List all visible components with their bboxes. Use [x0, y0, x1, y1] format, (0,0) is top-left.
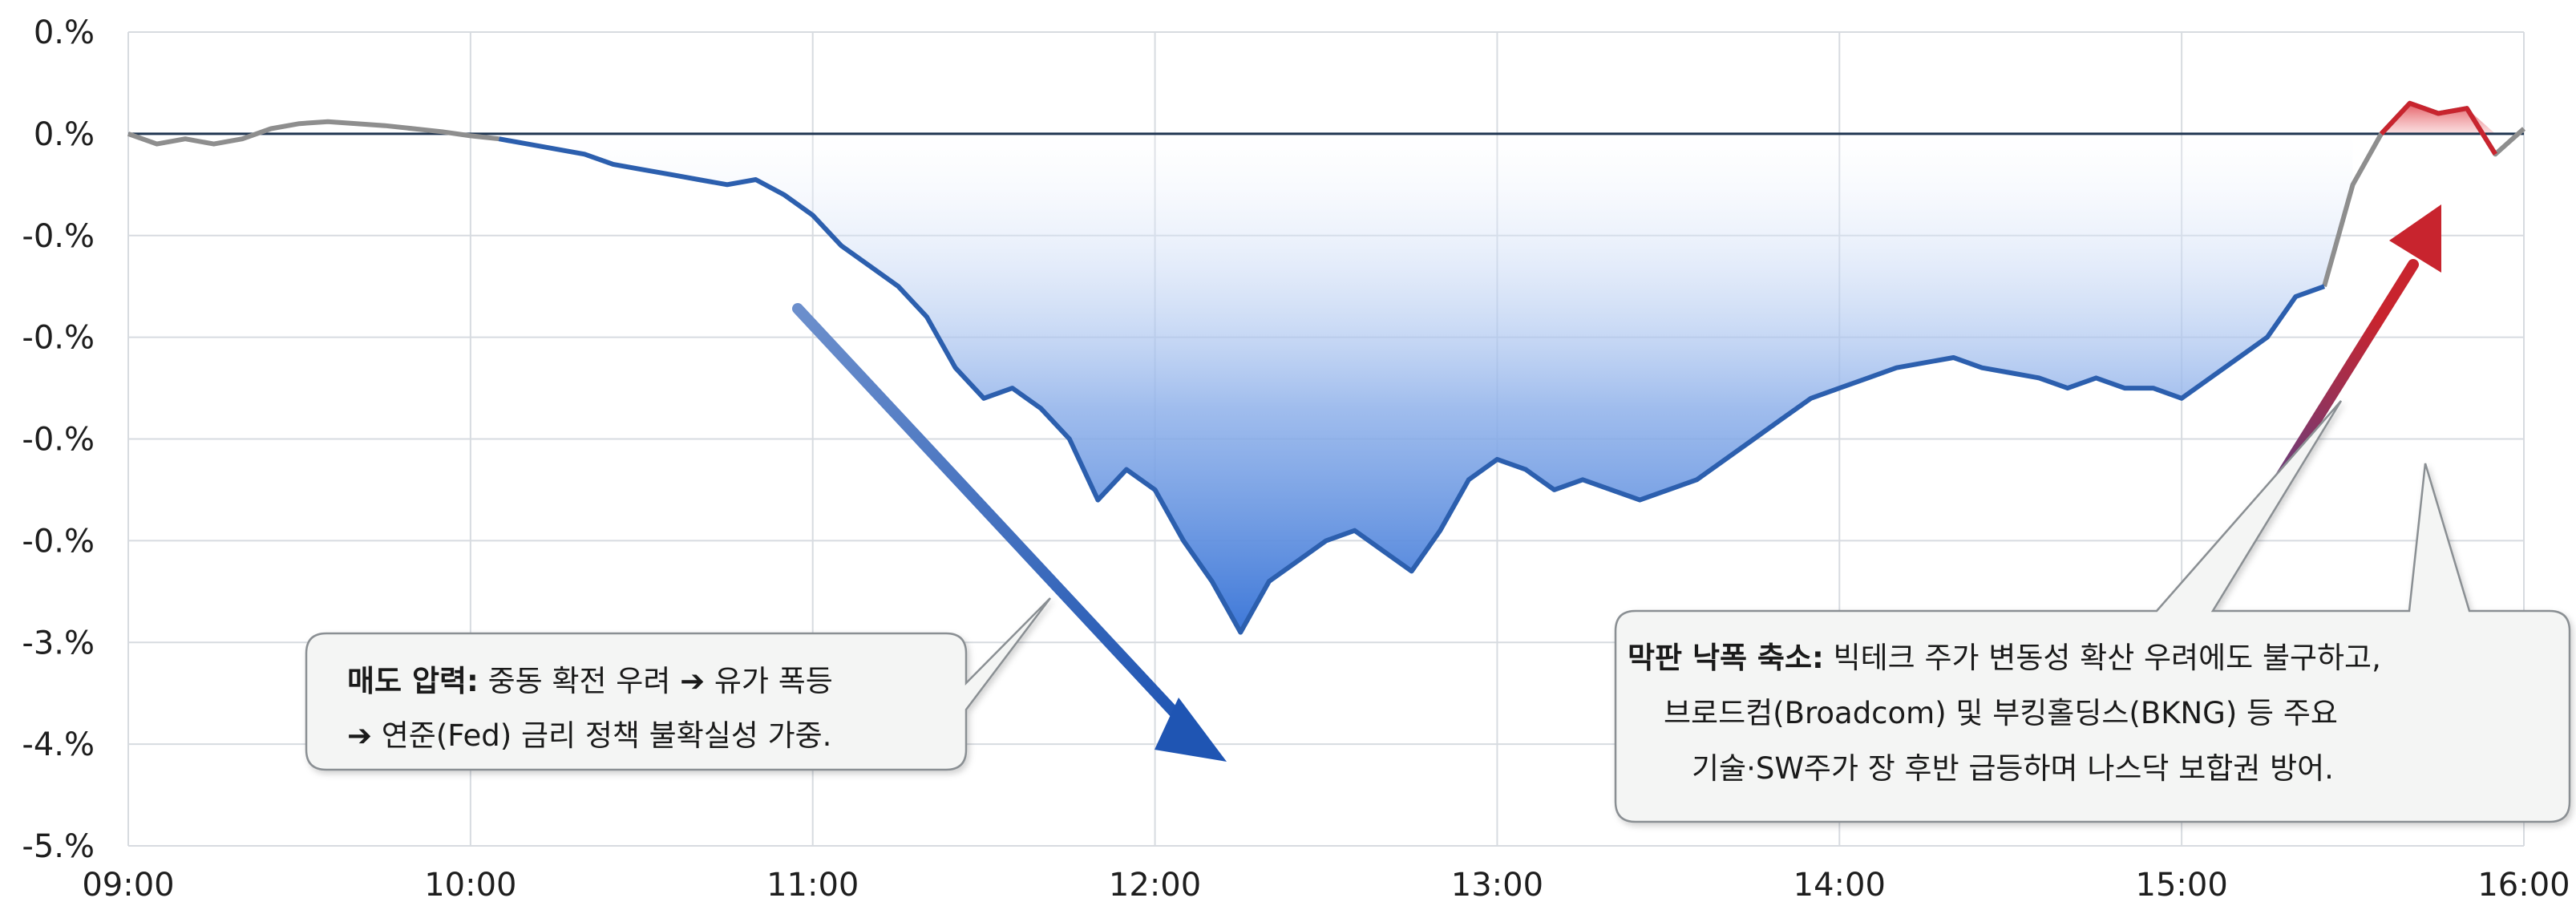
x-tick-label: 12:00 [1109, 867, 1201, 904]
callout-selling-pressure [305, 597, 1051, 771]
y-axis-ticks: 0.% 0.% -0.% -0.% -0.% -0.% -3.% -4.% -5.% [22, 14, 95, 865]
series-line-positive-segment [2379, 100, 2497, 156]
callout-selling-title: 매도 압력: [347, 664, 479, 698]
y-tick-label: -4.% [22, 726, 95, 763]
x-tick-label: 14:00 [1793, 867, 1886, 904]
y-tick-label: 0.% [34, 14, 95, 51]
x-tick-label: 16:00 [2477, 867, 2570, 904]
x-tick-label: 13:00 [1451, 867, 1543, 904]
y-tick-label: -0.% [22, 320, 95, 357]
x-axis-ticks: 09:00 10:00 11:00 12:00 13:00 14:00 15:00 16:00 [82, 867, 2570, 904]
y-tick-label: 0.% [34, 116, 95, 153]
x-tick-label: 10:00 [424, 867, 516, 904]
y-tick-label: -0.% [22, 422, 95, 459]
callout-late-rebound [1614, 400, 2571, 823]
series-line-main [498, 136, 2326, 635]
negative-area-fill [499, 133, 2353, 633]
y-tick-label: -0.% [22, 523, 95, 560]
down-trend-arrow [792, 303, 1227, 762]
x-tick-label: 15:00 [2136, 867, 2228, 904]
callout-rebound-line-3: 기술·SW주가 장 후반 급등하며 나스닥 보합권 방어. [1692, 751, 2334, 786]
callout-rebound-line-1: 막판 낙폭 축소: 빅테크 주가 변동성 확산 우려에도 불구하고, [1628, 641, 2381, 675]
x-tick-label: 09:00 [82, 867, 174, 904]
y-tick-label: -0.% [22, 218, 95, 255]
y-tick-label: -5.% [22, 828, 95, 865]
callout-selling-line-2: ➔ 연준(Fed) 금리 정책 불확실성 가중. [347, 718, 831, 753]
callout-selling-line-1: 매도 압력: 중동 확전 우려 ➔ 유가 폭등 [347, 664, 833, 698]
callout-rebound-title: 막판 낙폭 축소: [1628, 641, 1824, 675]
x-tick-label: 11:00 [766, 867, 859, 904]
y-tick-label: -3.% [22, 625, 95, 661]
callout-rebound-line-2: 브로드컴(Broadcom) 및 부킹홀딩스(BKNG) 등 주요 [1664, 696, 2338, 730]
